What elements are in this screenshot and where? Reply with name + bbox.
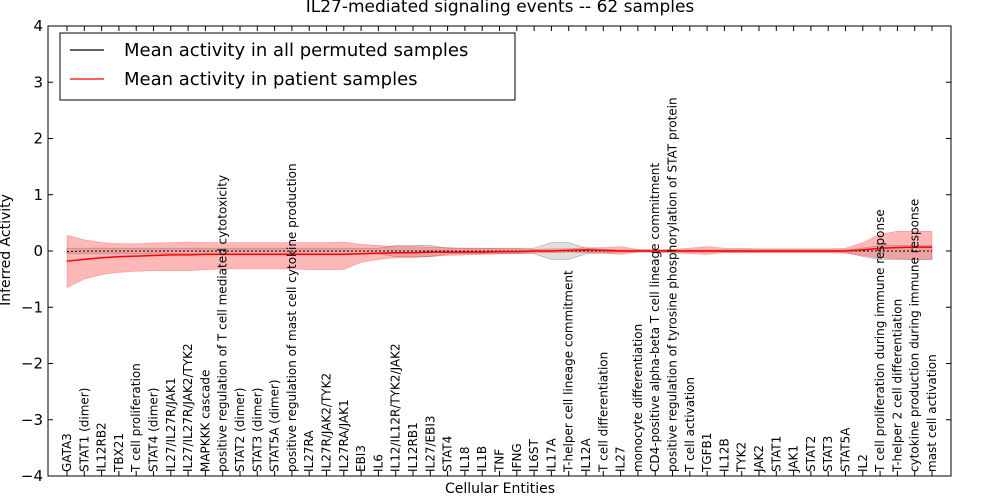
- y-tick-label: −2: [21, 355, 43, 373]
- x-tick-label: IL18: [458, 447, 472, 473]
- x-tick-label: positive regulation of T cell mediated c…: [216, 175, 230, 472]
- y-tick-label: −4: [21, 467, 43, 485]
- x-tick-label: positive regulation of tyrosine phosphor…: [666, 97, 680, 472]
- legend-label-permuted: Mean activity in all permuted samples: [124, 40, 468, 61]
- x-tick-label: IL6: [371, 454, 385, 472]
- x-tick-label: STAT1: [769, 436, 783, 472]
- x-tick-label: TYK2: [735, 442, 749, 473]
- x-tick-label: EBI3: [354, 445, 368, 472]
- x-tick-label: T cell differentiation: [596, 352, 610, 473]
- x-tick-label: STAT2: [804, 436, 818, 472]
- x-tick-label: mast cell activation: [925, 354, 939, 472]
- x-tick-label: IL27/EBI3: [423, 415, 437, 472]
- x-tick-label: IL12B: [717, 438, 731, 472]
- x-tick-label: T-helper cell lineage commitment: [562, 270, 576, 473]
- y-axis-label: Inferred Activity: [0, 194, 14, 306]
- x-tick-label: IL12RB1: [406, 422, 420, 472]
- legend: Mean activity in all permuted samples Me…: [59, 32, 516, 101]
- x-axis-label: Cellular Entities: [445, 481, 555, 497]
- y-tick-label: 1: [33, 186, 43, 204]
- x-tick-label: IL27/IL27R/JAK1: [164, 378, 178, 472]
- y-tick-label: 2: [33, 130, 43, 148]
- x-tick-label: JAK1: [787, 445, 801, 473]
- y-tick-label: 3: [33, 73, 43, 91]
- legend-label-patient: Mean activity in patient samples: [124, 69, 418, 90]
- y-tick-label: 0: [33, 242, 43, 260]
- x-tick-label: IL12RB2: [95, 422, 109, 472]
- plot-frame: [47, 25, 952, 477]
- x-tick-label: TGFB1: [700, 433, 714, 473]
- x-tick-label: IL1B: [475, 446, 489, 472]
- confidence-bands: [66, 231, 933, 289]
- x-tick-label: IL6ST: [527, 439, 541, 472]
- x-tick-label: STAT4: [441, 436, 455, 472]
- x-tick-label: IL27RA/JAK1: [337, 399, 351, 472]
- x-tick-label: TBX21: [112, 433, 126, 473]
- series-lines: [66, 246, 932, 262]
- x-tick-label: IL27: [614, 447, 628, 473]
- x-tick-label: TNF: [493, 449, 507, 473]
- x-tick-label: IL27/IL27R/JAK2/TYK2: [181, 343, 195, 472]
- x-tick-label: STAT3 (dimer): [250, 388, 264, 472]
- x-tick-label: cytokine production during immune respon…: [908, 199, 922, 472]
- x-tick-label: JAK2: [752, 445, 766, 473]
- x-tick-label: T cell activation: [683, 377, 697, 473]
- x-tick-label: IL12/IL12R/TYK2/JAK2: [389, 343, 403, 472]
- x-tick-label: IFNG: [510, 443, 524, 472]
- x-tick-label: IL2: [856, 454, 870, 472]
- x-tick-label: T cell proliferation: [129, 363, 143, 473]
- x-tick-label: IL17A: [544, 438, 558, 472]
- x-tick-label: STAT3: [821, 436, 835, 472]
- x-tick-label: T-helper 2 cell differentiation: [890, 299, 904, 473]
- x-tick-label: IL27RA: [302, 430, 316, 472]
- x-tick-label: T cell proliferation during immune respo…: [873, 209, 887, 473]
- y-tick-label: −1: [21, 298, 43, 316]
- x-tick-label: STAT5A (dimer): [268, 379, 282, 472]
- band-patient: [66, 231, 933, 289]
- x-tick-label: GATA3: [60, 433, 74, 472]
- x-tick-label: IL12A: [579, 438, 593, 472]
- x-tick-label: STAT2 (dimer): [233, 388, 247, 472]
- x-tick-label: STAT1 (dimer): [77, 388, 91, 472]
- x-tick-label: positive regulation of mast cell cytokin…: [285, 163, 299, 472]
- x-tick-labels: GATA3 STAT1 (dimer) IL12RB2 TBX21 T cell pro…: [60, 97, 939, 473]
- x-tick-label: STAT4 (dimer): [147, 388, 161, 472]
- axis-ticks: −4 −3 −2 −1 0 1 2 3 4: [21, 17, 951, 485]
- y-tick-label: 4: [33, 17, 43, 35]
- y-tick-label: −3: [21, 411, 43, 429]
- legend-box: [59, 32, 516, 101]
- x-tick-label: monocyte differentiation: [631, 324, 645, 472]
- chart-title: IL27-mediated signaling events -- 62 sam…: [306, 0, 695, 17]
- x-tick-label: STAT5A: [839, 427, 853, 472]
- series-line-patient: [66, 246, 932, 262]
- x-tick-label: IL27R/JAK2/TYK2: [320, 373, 334, 472]
- x-tick-label: MAPKKK cascade: [198, 370, 212, 472]
- x-tick-label: CD4-positive alpha-beta T cell lineage c…: [648, 163, 662, 472]
